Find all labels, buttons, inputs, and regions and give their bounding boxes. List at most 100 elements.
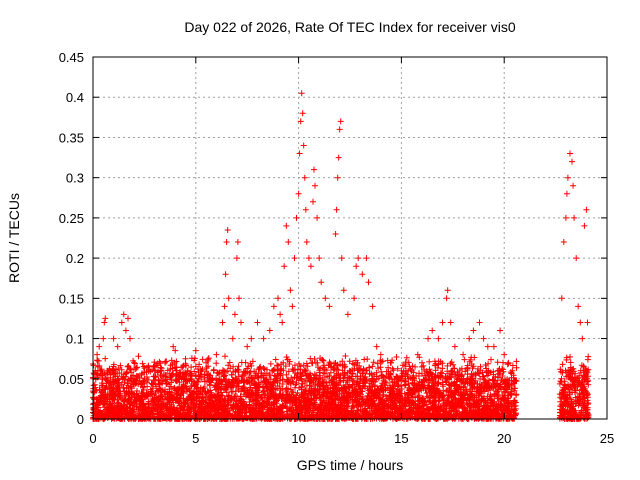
data-point (469, 365, 476, 372)
data-point (422, 398, 429, 405)
data-point (363, 397, 370, 404)
data-point (213, 360, 220, 367)
data-point (512, 385, 519, 392)
data-point (239, 372, 246, 378)
data-point (382, 378, 389, 385)
data-point (472, 409, 479, 416)
data-point (113, 385, 120, 392)
data-point (377, 364, 384, 371)
data-point (267, 360, 274, 367)
data-point (151, 377, 158, 383)
data-point (362, 380, 369, 387)
data-point (135, 410, 142, 417)
data-point (490, 371, 497, 378)
data-point (372, 382, 378, 389)
data-point (224, 397, 231, 404)
data-point (359, 385, 366, 392)
data-point (339, 403, 346, 410)
data-point (349, 398, 356, 405)
data-point (307, 390, 314, 397)
data-point (337, 379, 344, 385)
data-point (118, 381, 125, 388)
data-point (173, 373, 180, 380)
data-point (222, 353, 228, 360)
data-point (426, 384, 432, 391)
data-point (192, 363, 199, 370)
data-point (196, 361, 203, 368)
data-point (111, 392, 118, 399)
data-point (326, 373, 333, 379)
data-point (264, 408, 271, 415)
data-point (364, 356, 371, 363)
data-point (182, 369, 188, 376)
data-point (248, 389, 255, 396)
data-point (352, 410, 359, 417)
data-point (286, 405, 293, 412)
data-point (341, 371, 348, 377)
data-point (342, 385, 349, 392)
data-point (435, 405, 442, 412)
data-point (341, 369, 348, 376)
data-point (115, 388, 122, 395)
data-point (235, 367, 242, 373)
data-point (149, 381, 156, 388)
data-point (426, 358, 433, 365)
data-point (444, 362, 451, 369)
data-point (404, 371, 411, 378)
data-point (483, 403, 490, 410)
data-point (173, 358, 180, 365)
data-point (246, 399, 253, 405)
data-point (389, 406, 396, 413)
data-point (185, 400, 191, 407)
data-point (458, 365, 465, 372)
data-point (364, 410, 371, 417)
data-point (214, 370, 221, 376)
data-point (434, 415, 441, 422)
data-point (511, 397, 518, 404)
data-point (469, 375, 476, 382)
data-point (460, 384, 467, 391)
data-point (226, 379, 233, 386)
data-point (158, 368, 165, 374)
data-point (302, 368, 309, 375)
data-point (280, 376, 286, 383)
data-point (256, 405, 263, 412)
data-point (477, 363, 484, 370)
data-point (235, 373, 242, 380)
data-point (205, 355, 212, 362)
data-point (458, 390, 465, 397)
data-point (118, 366, 125, 373)
data-point (346, 389, 352, 396)
data-point (430, 378, 437, 385)
data-point (261, 388, 267, 395)
data-point (439, 393, 446, 400)
data-point (426, 366, 433, 373)
data-point (292, 362, 298, 369)
data-point (491, 392, 498, 399)
data-point (360, 365, 367, 372)
data-point (311, 371, 318, 378)
data-point (513, 391, 520, 398)
data-point (513, 358, 520, 365)
data-point (150, 373, 157, 380)
data-point (282, 363, 289, 370)
data-point (331, 380, 338, 387)
data-point (447, 382, 454, 389)
data-point (230, 368, 237, 375)
data-point (424, 413, 431, 420)
data-point (369, 363, 376, 370)
data-point (389, 365, 396, 372)
data-point (387, 371, 394, 378)
data-point (96, 386, 103, 393)
data-point (128, 394, 135, 401)
data-point (331, 366, 338, 373)
data-point (399, 370, 406, 377)
data-point (393, 400, 400, 407)
data-point (471, 383, 478, 390)
data-point (394, 365, 401, 372)
data-point (103, 380, 110, 387)
data-point (384, 395, 391, 402)
data-point (332, 381, 339, 388)
data-point (439, 360, 446, 367)
data-point (151, 401, 158, 408)
